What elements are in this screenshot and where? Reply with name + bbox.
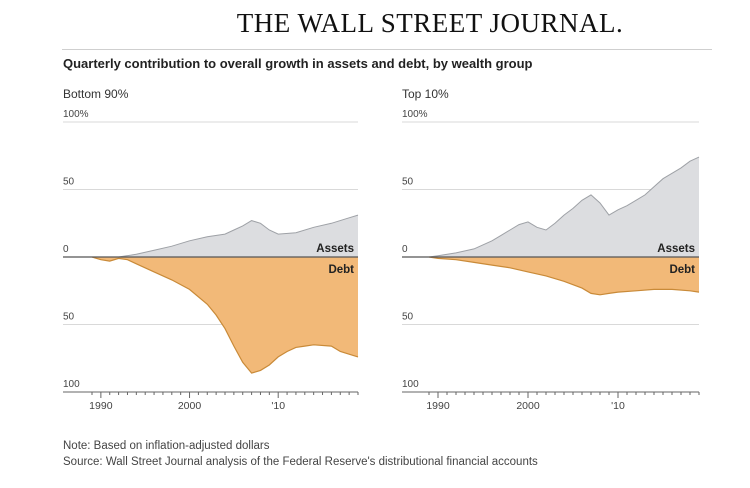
chart-panel-1: Bottom 90% 100% 50 0 50 100 Assets Debt 1990 2000… bbox=[63, 87, 359, 412]
assets-area bbox=[92, 215, 358, 257]
series-label-assets: Assets bbox=[316, 243, 354, 255]
footnote-note: Note: Based on inflation-adjusted dollar… bbox=[63, 440, 270, 452]
y-tick-label: 50 bbox=[63, 312, 75, 323]
panel-title: Bottom 90% bbox=[63, 87, 129, 101]
y-tick-label: 0 bbox=[63, 244, 69, 255]
wsj-masthead: THE WALL STREET JOURNAL. bbox=[236, 8, 624, 38]
debt-line bbox=[91, 256, 359, 374]
debt-area bbox=[429, 257, 699, 295]
panel-title: Top 10% bbox=[402, 87, 449, 101]
chart-panel-2: Top 10% 100% 50 0 50 100 Assets Debt 1990 2000 '10 bbox=[402, 87, 700, 412]
y-tick-label: 50 bbox=[402, 177, 414, 188]
x-tick-label: '10 bbox=[271, 400, 285, 412]
x-tick-label: 1990 bbox=[89, 400, 113, 412]
y-tick-label: 100% bbox=[402, 109, 428, 120]
x-tick-label: 2000 bbox=[516, 400, 540, 412]
x-tick-label: 2000 bbox=[178, 400, 202, 412]
y-tick-label: 50 bbox=[63, 177, 75, 188]
y-tick-label: 100% bbox=[63, 109, 89, 120]
x-tick-label: 1990 bbox=[426, 400, 450, 412]
footnote-source: Source: Wall Street Journal analysis of … bbox=[63, 456, 538, 468]
x-tick-label: '10 bbox=[611, 400, 625, 412]
series-label-assets: Assets bbox=[657, 243, 695, 255]
y-tick-label: 100 bbox=[402, 379, 419, 390]
assets-line bbox=[428, 156, 700, 258]
top-divider bbox=[62, 49, 712, 50]
y-tick-label: 50 bbox=[402, 312, 414, 323]
y-tick-label: 100 bbox=[63, 379, 80, 390]
assets-line bbox=[92, 214, 359, 258]
debt-area bbox=[92, 257, 358, 374]
chart-subtitle: Quarterly contribution to overall growth… bbox=[63, 56, 533, 71]
series-label-debt: Debt bbox=[669, 264, 695, 276]
assets-area bbox=[429, 157, 699, 257]
series-label-debt: Debt bbox=[328, 264, 354, 276]
debt-line bbox=[428, 256, 700, 296]
y-tick-label: 0 bbox=[402, 244, 408, 255]
